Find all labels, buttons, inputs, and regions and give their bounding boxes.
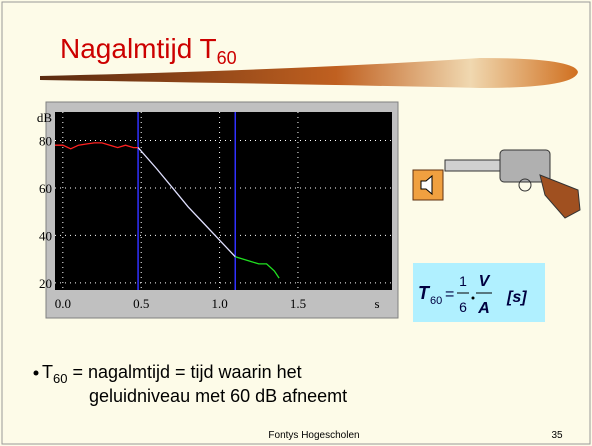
title: Nagalmtijd T60 <box>60 33 237 68</box>
footer-text: Fontys Hogescholen <box>268 430 359 441</box>
bullet-line-2: geluidniveau met 60 dB afneemt <box>89 386 347 406</box>
x-tick-label: 1.5 <box>290 296 306 311</box>
y-tick-label: 20 <box>39 276 52 291</box>
y-tick-label: 80 <box>39 133 52 148</box>
x-axis-label: s <box>374 296 379 311</box>
y-tick-label: 40 <box>39 228 52 243</box>
bullet-sub: 60 <box>53 371 67 386</box>
formula-num1: 1 <box>459 273 467 289</box>
bullet-marker <box>34 371 39 376</box>
y-axis-label: dB <box>37 110 53 125</box>
x-tick-label: 1.0 <box>211 296 227 311</box>
formula-equals: = <box>445 286 454 303</box>
title-subscript: 60 <box>217 48 237 68</box>
multiply-dot <box>472 297 475 300</box>
formula-lhs-sub: 60 <box>430 295 442 307</box>
formula-den1: 6 <box>459 299 467 315</box>
formula-unit: [s] <box>506 289 527 306</box>
y-tick-label: 60 <box>39 181 52 196</box>
x-tick-label: 0.5 <box>133 296 149 311</box>
title-text: Nagalmtijd T <box>60 33 217 64</box>
bullet-rest: = nagalmtijd = tijd waarin het <box>67 362 301 382</box>
slide: Nagalmtijd T60 204060800.00.51.01.5dBs T… <box>0 0 592 446</box>
bullet-start: T <box>42 362 53 382</box>
formula-den2: A <box>477 300 490 317</box>
plot-area <box>55 112 392 290</box>
page-number: 35 <box>551 430 563 441</box>
x-tick-label: 0.0 <box>55 296 71 311</box>
formula-num2: V <box>479 273 491 290</box>
